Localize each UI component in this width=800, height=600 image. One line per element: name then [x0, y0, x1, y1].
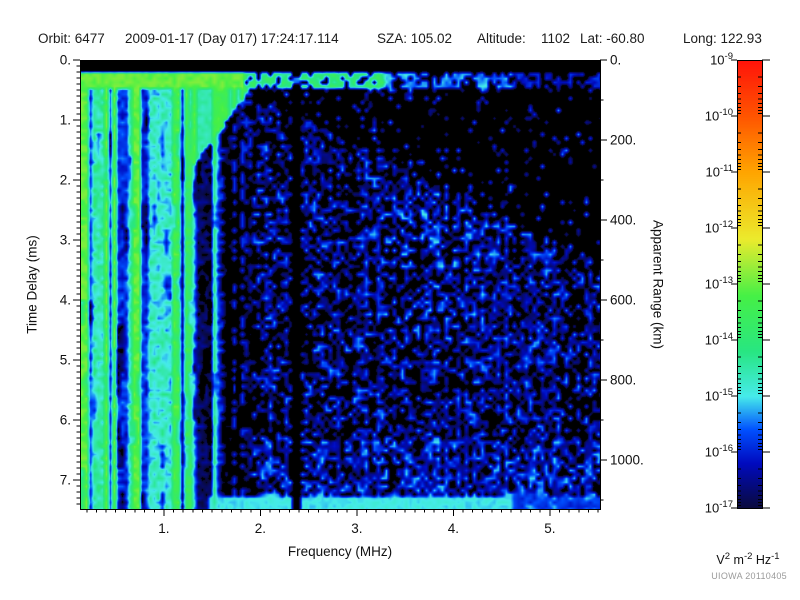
colorbar-units-segment: V: [716, 553, 725, 568]
y2-axis-tick-label: 800.: [610, 373, 636, 388]
sza-value: SZA: 105.02: [377, 31, 453, 46]
y-axis-tick-label: 5.: [60, 353, 71, 368]
y-axis-title: Time Delay (ms): [24, 235, 40, 334]
colorbar-units-label: V2 m-2 Hz-1: [688, 551, 800, 567]
x-axis-tick-label: 1.: [158, 521, 169, 536]
x-axis-tick-label: 3.: [351, 521, 362, 536]
y2-axis-tick-label: 200.: [610, 133, 636, 148]
colorbar-units-segment: m: [730, 553, 744, 568]
y2-axis-tick-label: 400.: [610, 213, 636, 228]
colorbar-units-segment: 2: [724, 551, 731, 562]
altitude-label: Altitude:: [477, 31, 526, 46]
y-axis-tick-label: 3.: [60, 233, 71, 248]
x-axis-tick-label: 5.: [544, 521, 555, 536]
colorbar-tick-label: 10-15: [704, 387, 733, 404]
colorbar-tick-label: 10-16: [704, 443, 733, 460]
y2-axis-tick-label: 1000.: [610, 453, 644, 468]
y2-axis-title: Apparent Range (km): [650, 219, 666, 350]
y-axis-tick-label: 7.: [60, 473, 71, 488]
lat-value: Lat: -60.80: [580, 31, 645, 46]
datetime-value: 2009-01-17 (Day 017) 17:24:17.114: [125, 31, 339, 46]
colorbar-units-segment: -1: [771, 551, 780, 562]
colorbar-tick-label: 10-11: [705, 163, 734, 180]
y-axis-tick-label: 6.: [60, 413, 71, 428]
y-axis-tick-label: 4.: [60, 293, 71, 308]
y2-axis-tick-label: 600.: [610, 293, 636, 308]
colorbar-tick-label: 10-13: [704, 275, 733, 292]
orbit-value: Orbit: 6477: [38, 31, 105, 46]
colorbar-tick-label: 10-17: [704, 499, 733, 516]
colorbar-tick-label: 10-10: [704, 107, 733, 124]
y2-axis-tick-label: 0.: [610, 53, 621, 68]
colorbar-units-segment: Hz: [752, 553, 772, 568]
colorbar-tick-label: 10-9: [710, 51, 733, 68]
colorbar-tick-label: 10-14: [704, 331, 733, 348]
y-axis-tick-label: 2.: [60, 173, 71, 188]
x-axis-tick-label: 2.: [255, 521, 266, 536]
watermark-text: UIOWA 20110405: [711, 571, 787, 581]
long-value: Long: 122.93: [683, 31, 762, 46]
y-axis-tick-label: 0.: [60, 53, 71, 68]
altitude-value: 1102: [541, 31, 571, 46]
x-axis-title: Frequency (MHz): [287, 544, 393, 559]
colorbar-units-segment: -2: [743, 551, 753, 562]
y-axis-tick-label: 1.: [60, 113, 71, 128]
colorbar-tick-label: 10-12: [704, 219, 733, 236]
spectrogram-canvas: [80, 60, 600, 509]
x-axis-tick-label: 4.: [448, 521, 459, 536]
colorbar-canvas: [737, 60, 762, 508]
